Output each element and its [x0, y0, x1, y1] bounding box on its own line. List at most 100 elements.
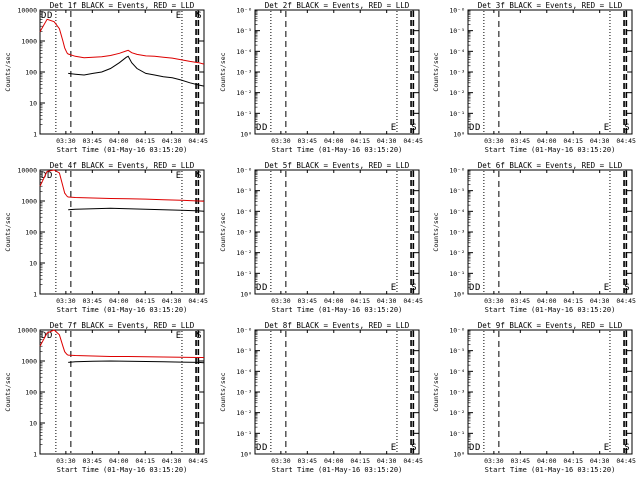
y-tick-label: 1: [33, 451, 37, 459]
x-tick-label: 04:30: [377, 137, 397, 145]
x-tick-label: 04:30: [377, 297, 397, 305]
x-tick-label: 03:30: [56, 297, 76, 305]
x-tick-label: 03:45: [298, 137, 318, 145]
x-tick-label: 04:00: [537, 137, 557, 145]
x-tick-label: 04:15: [563, 137, 583, 145]
y-tick-label: 10⁻³: [449, 229, 465, 237]
x-tick-label: 04:00: [537, 297, 557, 305]
flag-D-echo: D: [262, 283, 267, 293]
y-tick-label: 100: [25, 229, 37, 237]
x-tick-label: 04:45: [403, 137, 423, 145]
flag-E: E: [391, 283, 396, 293]
y-tick-label: 1000: [21, 358, 37, 366]
flag-E: E: [604, 443, 609, 453]
detector-panel-5: Det 5f BLACK = Events, RED = LLD Counts/s…: [219, 161, 423, 314]
flag-D: D: [469, 443, 474, 453]
x-tick-label: 04:00: [324, 137, 344, 145]
flag-S: S: [196, 171, 201, 181]
flag-D-echo: D: [47, 171, 52, 181]
y-tick-label: 10⁻⁴: [449, 368, 465, 376]
plot-frame: [39, 9, 205, 135]
y-axis-label: Counts/sec: [219, 52, 227, 91]
panel-title: Det 8f BLACK = Events, RED = LLD: [265, 321, 410, 330]
y-tick-label: 10000: [17, 167, 37, 175]
y-tick-label: 10⁻¹: [449, 430, 465, 438]
y-tick-label: 10⁻²: [236, 249, 252, 257]
y-tick-label: 10⁻¹: [449, 270, 465, 278]
y-tick-label: 10⁻²: [449, 89, 465, 97]
x-tick-label: 03:30: [271, 137, 291, 145]
detector-panel-9: Det 9f BLACK = Events, RED = LLD Counts/s…: [432, 321, 636, 474]
y-tick-label: 10⁰: [240, 451, 252, 459]
plot-frame: [467, 9, 633, 135]
x-axis-label: Start Time (01-May-16 03:15:20): [57, 146, 188, 154]
x-tick-label: 04:00: [109, 137, 129, 145]
panel-title: Det 2f BLACK = Events, RED = LLD: [265, 1, 410, 10]
flag-E: E: [604, 283, 609, 293]
x-tick-label: 04:00: [537, 457, 557, 465]
x-tick-label: 04:45: [188, 297, 208, 305]
flag-E: E: [391, 123, 396, 133]
x-axis-label: Start Time (01-May-16 03:15:20): [272, 306, 403, 314]
detector-panel-3: Det 3f BLACK = Events, RED = LLD Counts/s…: [432, 1, 636, 154]
x-tick-label: 03:45: [298, 297, 318, 305]
panel-title: Det 6f BLACK = Events, RED = LLD: [478, 161, 623, 170]
x-tick-label: 03:30: [484, 297, 504, 305]
x-tick-label: 03:45: [511, 457, 531, 465]
plot-frame: [467, 169, 633, 295]
y-tick-label: 10⁻²: [449, 249, 465, 257]
y-tick-label: 10000: [17, 327, 37, 335]
y-tick-label: 10⁻⁶: [449, 327, 465, 335]
x-tick-label: 04:45: [616, 297, 636, 305]
flag-D: D: [256, 283, 261, 293]
x-axis-label: Start Time (01-May-16 03:15:20): [485, 306, 616, 314]
y-tick-label: 10⁻³: [236, 229, 252, 237]
panel-title: Det 1f BLACK = Events, RED = LLD: [50, 1, 195, 10]
flag-S: S: [624, 283, 629, 293]
detector-panel-4: Det 4f BLACK = Events, RED = LLD Counts/s…: [4, 161, 208, 314]
flag-D: D: [41, 331, 46, 341]
x-axis-label: Start Time (01-May-16 03:15:20): [485, 466, 616, 474]
series-events-line: [68, 360, 205, 364]
x-axis-label: Start Time (01-May-16 03:15:20): [272, 146, 403, 154]
flag-D: D: [469, 283, 474, 293]
x-tick-label: 03:45: [83, 137, 103, 145]
x-tick-label: 04:15: [350, 297, 370, 305]
panel-title: Det 5f BLACK = Events, RED = LLD: [265, 161, 410, 170]
x-tick-label: 03:30: [484, 457, 504, 465]
y-tick-label: 10: [29, 420, 37, 428]
flag-D-echo: D: [475, 283, 480, 293]
y-tick-label: 10⁻⁶: [449, 167, 465, 175]
y-tick-label: 10⁻¹: [449, 110, 465, 118]
y-tick-label: 100: [25, 389, 37, 397]
series-lld-line: [39, 18, 205, 65]
series-lld-line: [39, 329, 204, 358]
x-tick-label: 04:45: [616, 457, 636, 465]
y-tick-label: 10: [29, 100, 37, 108]
flag-D-echo: D: [475, 123, 480, 133]
detector-panel-6: Det 6f BLACK = Events, RED = LLD Counts/s…: [432, 161, 636, 314]
y-tick-label: 10000: [17, 7, 37, 15]
x-tick-label: 03:30: [271, 457, 291, 465]
y-tick-label: 10⁻³: [236, 69, 252, 77]
y-tick-label: 10⁻⁴: [236, 368, 252, 376]
y-tick-label: 10⁻⁴: [236, 48, 252, 56]
x-tick-label: 03:30: [56, 457, 76, 465]
x-tick-label: 04:15: [350, 457, 370, 465]
y-tick-label: 10: [29, 260, 37, 268]
y-tick-label: 10⁻¹: [236, 270, 252, 278]
flag-S: S: [411, 443, 416, 453]
panel-title: Det 4f BLACK = Events, RED = LLD: [50, 161, 195, 170]
x-tick-label: 04:15: [563, 297, 583, 305]
flag-S: S: [624, 443, 629, 453]
x-tick-label: 03:30: [271, 297, 291, 305]
y-tick-label: 1: [33, 131, 37, 139]
y-tick-label: 10⁻⁵: [449, 27, 465, 35]
x-tick-label: 04:30: [590, 137, 610, 145]
plot-frame: [254, 169, 420, 295]
flag-D-echo: D: [262, 123, 267, 133]
y-tick-label: 10⁻⁵: [236, 347, 252, 355]
flag-S: S: [624, 123, 629, 133]
x-tick-label: 04:45: [188, 137, 208, 145]
x-tick-label: 03:45: [83, 297, 103, 305]
